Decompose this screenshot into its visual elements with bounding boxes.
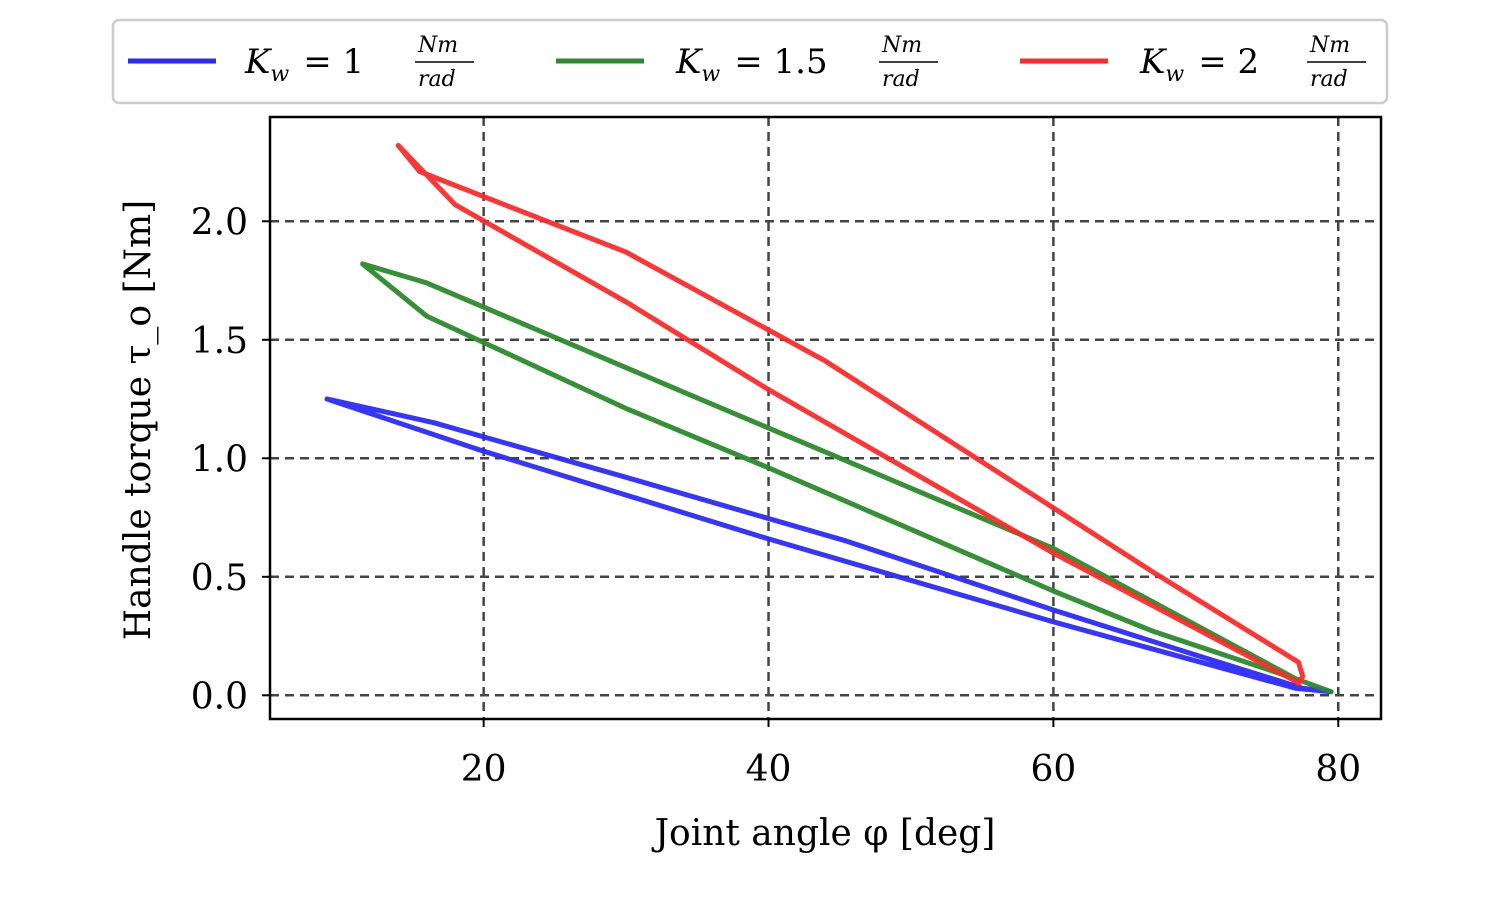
legend: Kw = 1 Nm rad Kw = 1.5 Nm rad Kw = 2 Nm rad [111,18,1389,105]
x-tick-label: 60 [1030,749,1076,790]
series-line-1 [360,261,1334,695]
legend-label-kw-1: Kw = 1 [244,42,364,87]
y-tick-label: 1.5 [191,321,248,362]
legend-label-kw-1-5: Kw = 1.5 [675,42,828,87]
legend-frac-den-kw-1: rad [418,67,456,92]
x-tick-label: 40 [746,749,792,790]
series-group [324,142,1334,695]
grid [270,117,1381,719]
series-line-2 [395,142,1306,686]
series-line-0 [324,396,1334,695]
legend-label-kw-2: Kw = 2 [1139,42,1259,87]
legend-frame [111,18,1389,105]
axes-frame [268,115,1383,721]
y-axis-label: Handle torque τ_o [Nm] [118,200,159,640]
legend-frac-num-kw-1-5: Nm [881,33,922,58]
plot-area: 20 40 60 80 0.0 0.5 1.0 1.5 2.0 [191,115,1383,790]
ticks: 20 40 60 80 0.0 0.5 1.0 1.5 2.0 [191,202,1361,790]
y-tick-label: 1.0 [191,439,248,480]
legend-frac-den-kw-1-5: rad [882,67,920,92]
y-tick-label: 2.0 [191,202,248,243]
x-axis-label: Joint angle φ [deg] [651,813,996,854]
legend-frac-den-kw-2: rad [1310,67,1348,92]
y-tick-label: 0.5 [191,558,248,599]
legend-frac-num-kw-2: Nm [1309,33,1350,58]
x-tick-label: 20 [461,749,507,790]
x-tick-label: 80 [1315,749,1361,790]
legend-frac-num-kw-1: Nm [417,33,458,58]
y-tick-label: 0.0 [191,676,248,717]
